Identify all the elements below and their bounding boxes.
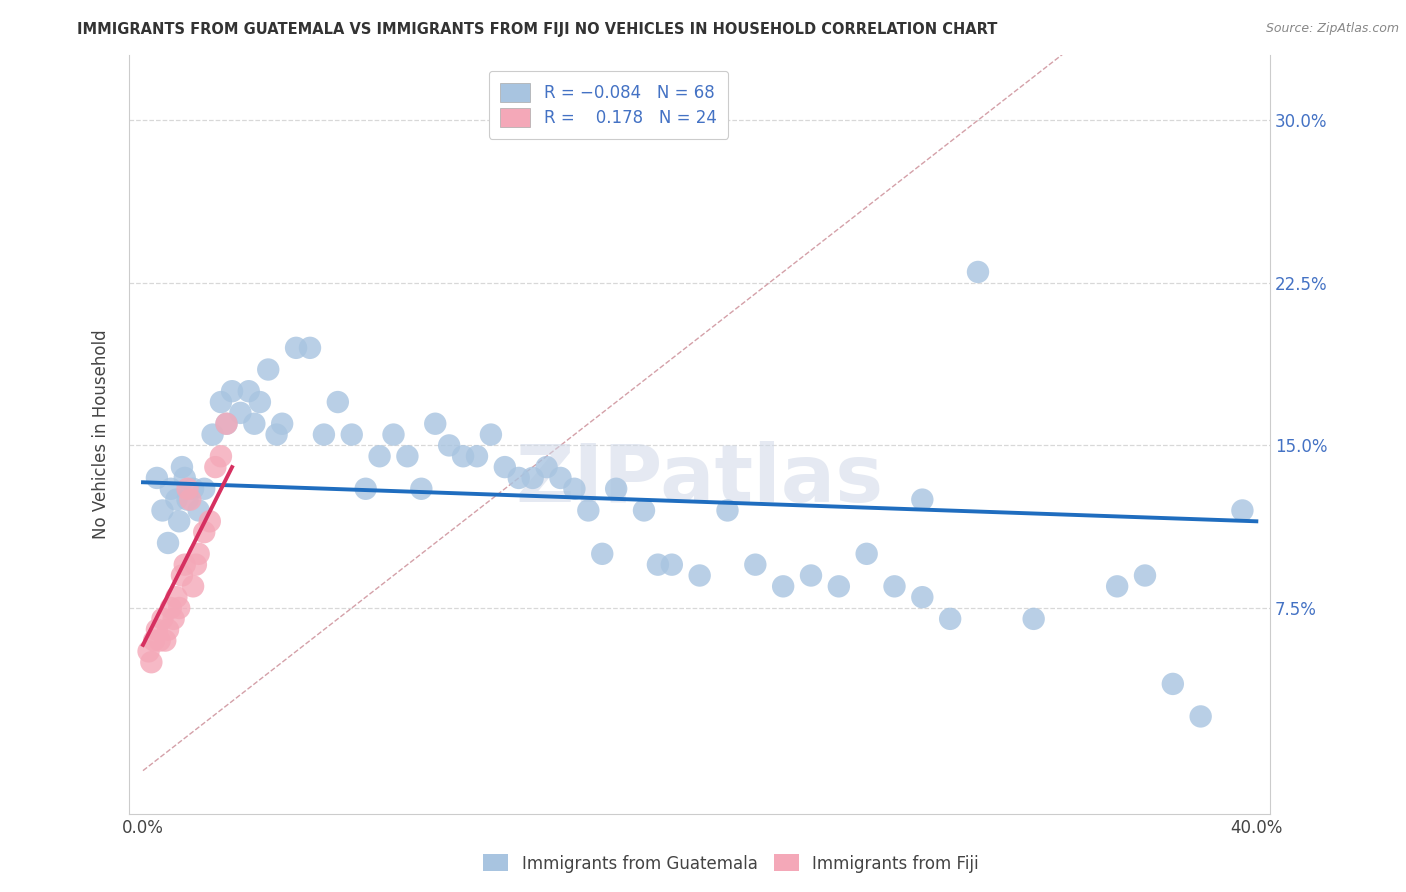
Point [800,568,823,582]
Point [633,503,655,517]
Point [146,471,169,485]
Text: Source: ZipAtlas.com: Source: ZipAtlas.com [1265,22,1399,36]
Point [229,406,252,420]
Legend: Immigrants from Guatemala, Immigrants from Fiji: Immigrants from Guatemala, Immigrants fr… [477,847,986,880]
Point [141,655,163,669]
Point [1107,579,1129,593]
Point [340,427,363,442]
Point [744,558,766,572]
Point [160,601,183,615]
Point [536,460,558,475]
Point [326,395,349,409]
Point [176,492,198,507]
Point [165,492,187,507]
Point [181,579,204,593]
Point [209,395,232,409]
Point [564,482,586,496]
Point [354,482,377,496]
Point [298,341,321,355]
Point [160,482,183,496]
Point [170,460,193,475]
Point [155,633,177,648]
Point [285,341,308,355]
Point [1022,612,1045,626]
Point [883,579,905,593]
Point [143,633,166,648]
Point [465,449,488,463]
Point [209,449,232,463]
Point [716,503,738,517]
Point [1161,677,1184,691]
Point [249,395,271,409]
Text: IMMIGRANTS FROM GUATEMALA VS IMMIGRANTS FROM FIJI NO VEHICLES IN HOUSEHOLD CORRE: IMMIGRANTS FROM GUATEMALA VS IMMIGRANTS … [77,22,998,37]
Point [576,503,599,517]
Point [271,417,294,431]
Point [425,417,447,431]
Point [179,492,201,507]
Point [437,438,460,452]
Point [911,590,934,604]
Point [146,623,169,637]
Point [1232,503,1254,517]
Point [187,547,209,561]
Point [187,503,209,517]
Point [176,482,198,496]
Point [1133,568,1156,582]
Point [152,612,174,626]
Point [198,514,221,528]
Point [162,612,184,626]
Point [165,590,187,604]
Point [266,427,288,442]
Point [939,612,962,626]
Point [967,265,990,279]
Point [828,579,851,593]
Point [243,417,266,431]
Point [181,482,204,496]
Point [193,482,215,496]
Point [173,558,195,572]
Point [396,449,419,463]
Point [479,427,502,442]
Point [550,471,572,485]
Point [170,568,193,582]
Point [772,579,794,593]
Point [494,460,516,475]
Point [911,492,934,507]
Point [184,558,207,572]
Point [522,471,544,485]
Point [152,503,174,517]
Point [647,558,669,572]
Point [312,427,335,442]
Point [591,547,613,561]
Legend: R = −0.084   N = 68, R =    0.178   N = 24: R = −0.084 N = 68, R = 0.178 N = 24 [489,71,728,139]
Point [157,536,180,550]
Point [221,384,243,399]
Point [215,417,238,431]
Text: ZIPatlas: ZIPatlas [516,442,884,519]
Point [508,471,530,485]
Point [257,362,280,376]
Point [138,644,160,658]
Point [855,547,877,561]
Point [661,558,683,572]
Point [193,525,215,540]
Y-axis label: No Vehicles in Household: No Vehicles in Household [93,330,110,540]
Point [238,384,260,399]
Point [1189,709,1212,723]
Point [215,417,238,431]
Point [382,427,405,442]
Point [167,514,190,528]
Point [173,471,195,485]
Point [605,482,627,496]
Point [368,449,391,463]
Point [451,449,474,463]
Point [201,427,224,442]
Point [149,633,172,648]
Point [167,601,190,615]
Point [157,623,180,637]
Point [411,482,433,496]
Point [204,460,226,475]
Point [689,568,711,582]
